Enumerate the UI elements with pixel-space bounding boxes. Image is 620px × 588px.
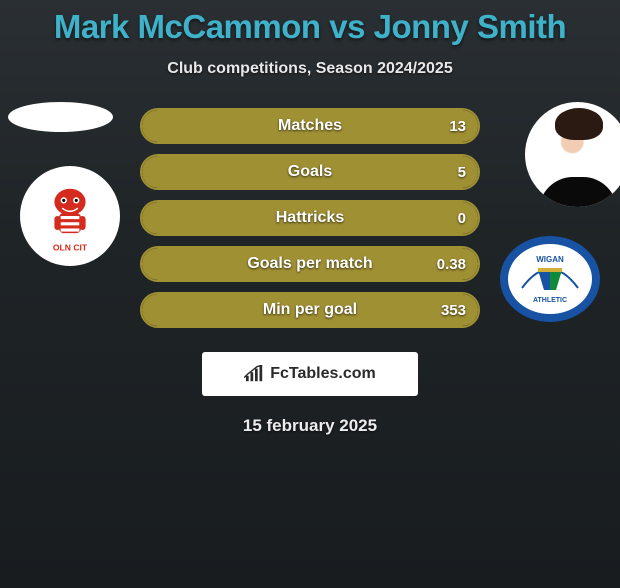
stat-value-right: 5	[458, 156, 466, 188]
player1-name: Mark McCammon	[54, 8, 321, 45]
page-title: Mark McCammon vs Jonny Smith	[0, 8, 620, 46]
bar-chart-icon	[244, 365, 266, 383]
player1-club-badge: OLN CIT	[20, 166, 120, 266]
player2-avatar	[525, 102, 620, 207]
stat-label: Goals per match	[142, 248, 478, 280]
svg-text:WIGAN: WIGAN	[536, 255, 564, 264]
brand-text: FcTables.com	[270, 365, 376, 383]
svg-text:ATHLETIC: ATHLETIC	[533, 297, 567, 304]
svg-text:OLN CIT: OLN CIT	[53, 242, 88, 252]
snapshot-date: 15 february 2025	[0, 416, 620, 436]
brand-badge[interactable]: FcTables.com	[202, 352, 418, 396]
stat-bar: Goals per match0.38	[140, 246, 480, 282]
stat-bar: Goals5	[140, 154, 480, 190]
stat-label: Hattricks	[142, 202, 478, 234]
stat-value-right: 0.38	[437, 248, 466, 280]
lincoln-city-crest-icon: OLN CIT	[31, 177, 109, 255]
stat-label: Min per goal	[142, 294, 478, 326]
subtitle: Club competitions, Season 2024/2025	[0, 60, 620, 78]
stat-bar: Matches13	[140, 108, 480, 144]
vs-text: vs	[329, 8, 365, 45]
stat-bar: Hattricks0	[140, 200, 480, 236]
stat-label: Matches	[142, 110, 478, 142]
comparison-panel: OLN CIT WIGAN ATHLETIC Matches13 Goals5 Ha…	[0, 108, 620, 328]
stat-value-right: 13	[449, 110, 466, 142]
player2-club-badge: WIGAN ATHLETIC	[500, 236, 600, 322]
stat-bar: Min per goal353	[140, 292, 480, 328]
stat-value-right: 0	[458, 202, 466, 234]
wigan-athletic-crest-icon: WIGAN ATHLETIC	[520, 254, 580, 304]
player2-name: Jonny Smith	[374, 8, 567, 45]
player1-avatar	[8, 102, 113, 132]
stat-label: Goals	[142, 156, 478, 188]
stat-bars: Matches13 Goals5 Hattricks0 Goals per match…	[140, 108, 480, 328]
stat-value-right: 353	[441, 294, 466, 326]
